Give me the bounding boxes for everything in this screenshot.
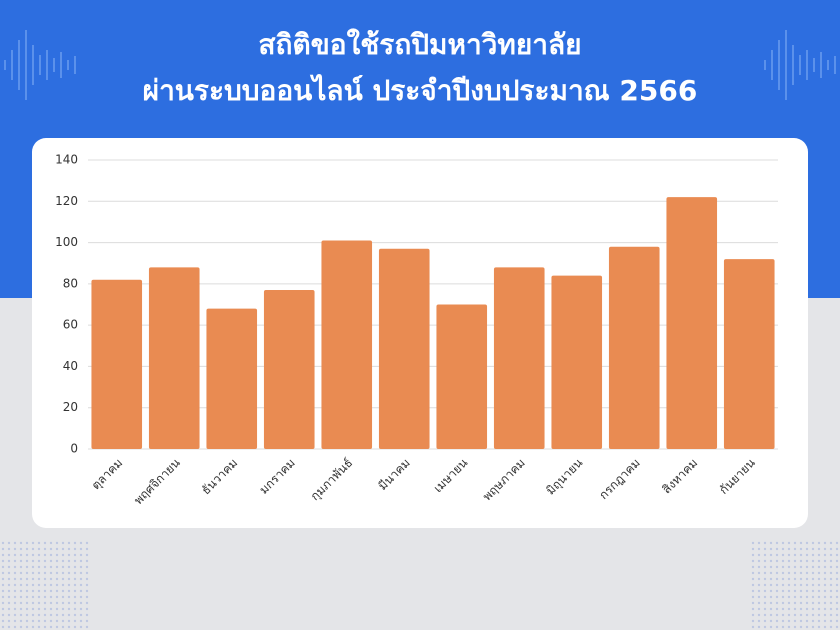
- bar: [493, 267, 545, 449]
- y-tick-label: 120: [55, 194, 78, 208]
- chart-subtitle: ผ่านระบบออนไลน์ ประจำปีงบประมาณ 2566: [143, 74, 698, 107]
- bar: [321, 240, 373, 449]
- bar: [551, 275, 603, 449]
- bar: [723, 259, 775, 449]
- y-tick-label: 100: [55, 235, 78, 249]
- y-tick-label: 80: [63, 276, 78, 290]
- bar: [91, 279, 143, 449]
- bar: [148, 267, 200, 449]
- y-tick-label: 140: [55, 153, 78, 167]
- y-tick-label: 20: [63, 400, 78, 414]
- bar: [666, 197, 718, 449]
- bar: [378, 248, 430, 449]
- chart-title: สถิติขอใช้รถปิมหาวิทยาลัย: [258, 28, 581, 61]
- decor-dots: [0, 540, 90, 630]
- decor-wave: [4, 30, 836, 100]
- y-tick-label: 40: [63, 359, 78, 373]
- bar: [608, 246, 660, 449]
- bar: [206, 308, 258, 449]
- bar: [436, 304, 488, 449]
- y-tick-label: 0: [70, 442, 78, 456]
- bar: [263, 290, 315, 449]
- decor-dots: [750, 540, 840, 630]
- y-tick-label: 60: [63, 318, 78, 332]
